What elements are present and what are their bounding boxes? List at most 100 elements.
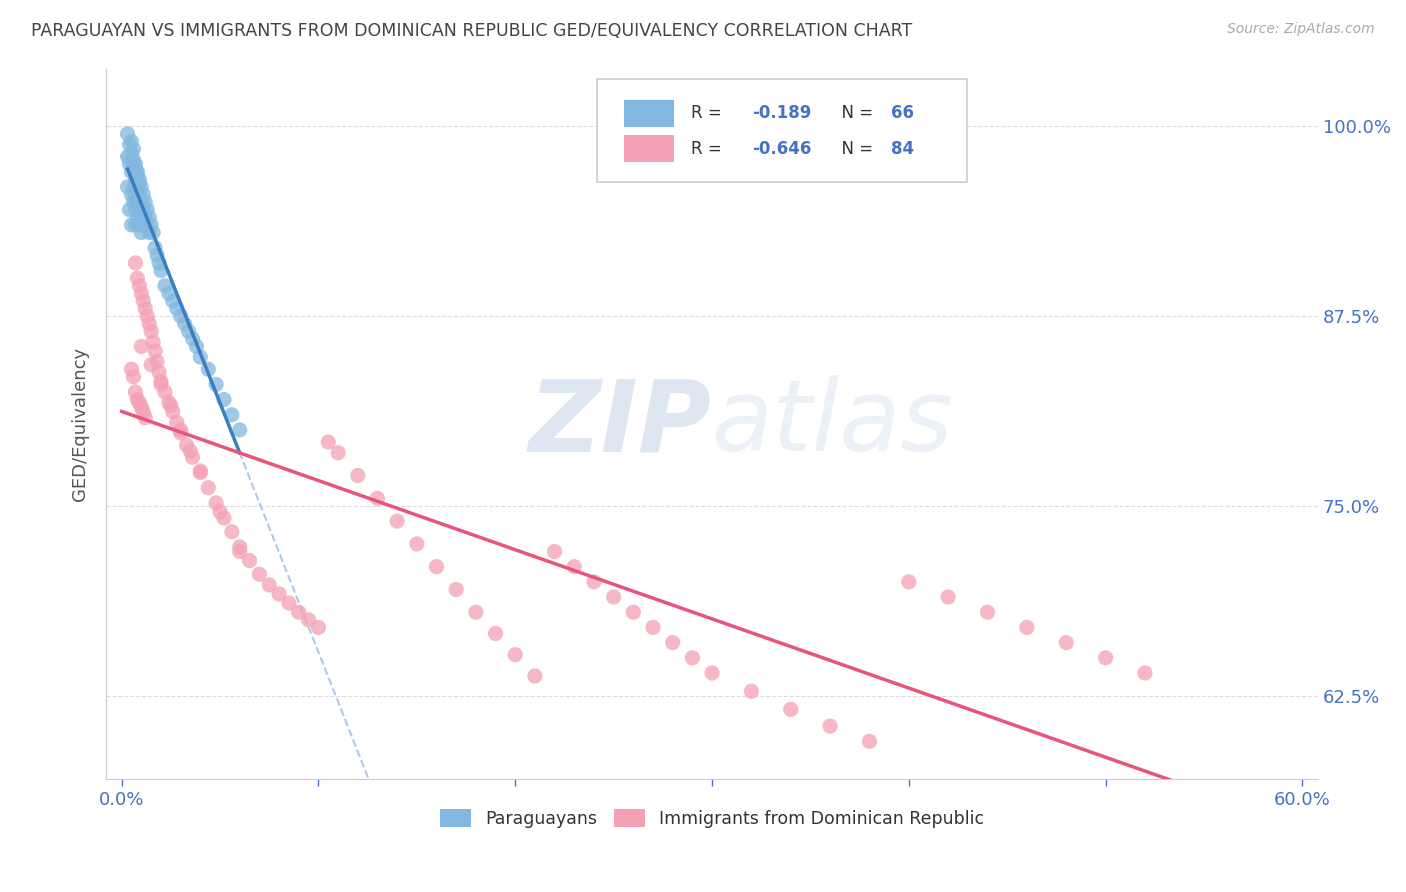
Point <box>212 511 235 525</box>
Point <box>166 416 188 430</box>
Point <box>134 410 156 425</box>
Point <box>277 596 299 610</box>
Point <box>131 180 153 194</box>
Point <box>150 377 173 392</box>
Point <box>124 172 146 186</box>
Point <box>124 218 146 232</box>
Y-axis label: GED/Equivalency: GED/Equivalency <box>72 347 89 501</box>
Point <box>128 395 150 409</box>
Point <box>148 256 170 270</box>
Text: atlas: atlas <box>711 376 953 473</box>
Point <box>166 301 188 316</box>
Point <box>127 195 149 210</box>
Point <box>150 263 173 277</box>
Point <box>122 195 145 210</box>
Legend: Paraguayans, Immigrants from Dominican Republic: Paraguayans, Immigrants from Dominican R… <box>433 802 991 835</box>
Point <box>484 626 506 640</box>
Point <box>297 613 319 627</box>
Point <box>150 375 173 389</box>
Point <box>1015 620 1038 634</box>
Point <box>425 559 447 574</box>
Point <box>307 620 329 634</box>
Point <box>136 309 159 323</box>
Point <box>238 553 260 567</box>
Point <box>121 146 143 161</box>
Point <box>127 180 149 194</box>
Point <box>124 202 146 217</box>
Text: R =: R = <box>692 104 727 122</box>
Point <box>127 392 149 407</box>
Text: PARAGUAYAN VS IMMIGRANTS FROM DOMINICAN REPUBLIC GED/EQUIVALENCY CORRELATION CHA: PARAGUAYAN VS IMMIGRANTS FROM DOMINICAN … <box>31 22 912 40</box>
Point <box>128 218 150 232</box>
Point <box>229 540 252 554</box>
Point <box>117 150 139 164</box>
Point <box>131 211 153 225</box>
Point <box>128 202 150 217</box>
Point <box>181 332 204 346</box>
Text: N =: N = <box>831 140 879 158</box>
Point <box>121 135 143 149</box>
Point <box>122 180 145 194</box>
Point <box>186 339 208 353</box>
Point <box>128 278 150 293</box>
Point <box>681 650 703 665</box>
Point <box>405 537 427 551</box>
Point <box>153 278 176 293</box>
Point <box>779 702 801 716</box>
Point <box>121 187 143 202</box>
Point <box>180 444 202 458</box>
FancyBboxPatch shape <box>623 100 675 127</box>
Point <box>385 514 408 528</box>
Point <box>118 157 141 171</box>
Point <box>170 425 193 440</box>
Point <box>740 684 762 698</box>
Point <box>444 582 467 597</box>
Point <box>229 423 252 437</box>
Point <box>190 464 212 478</box>
Point <box>127 168 149 182</box>
Point <box>134 301 156 316</box>
Point <box>117 127 139 141</box>
Point <box>621 605 644 619</box>
Point <box>121 218 143 232</box>
Point <box>124 256 146 270</box>
Point <box>503 648 526 662</box>
Point <box>122 153 145 167</box>
Point <box>221 524 243 539</box>
Point <box>641 620 664 634</box>
Text: 84: 84 <box>891 140 914 158</box>
Point <box>818 719 841 733</box>
Point <box>128 177 150 191</box>
Point <box>257 578 280 592</box>
Point <box>936 590 959 604</box>
Text: N =: N = <box>831 104 879 122</box>
Point <box>326 446 349 460</box>
Text: 66: 66 <box>891 104 914 122</box>
Text: -0.646: -0.646 <box>752 140 811 158</box>
Point <box>138 211 160 225</box>
FancyBboxPatch shape <box>623 136 675 162</box>
Point <box>131 400 153 414</box>
Point <box>562 559 585 574</box>
Point <box>146 248 169 262</box>
Point <box>267 587 290 601</box>
Text: R =: R = <box>692 140 727 158</box>
Point <box>131 286 153 301</box>
Point <box>121 362 143 376</box>
Point <box>118 202 141 217</box>
Point <box>146 354 169 368</box>
Point <box>1133 665 1156 680</box>
Point <box>142 226 165 240</box>
Point <box>205 377 228 392</box>
Point <box>346 468 368 483</box>
Point <box>141 358 163 372</box>
Point <box>1054 635 1077 649</box>
Point <box>153 384 176 399</box>
Point <box>1094 650 1116 665</box>
Text: -0.189: -0.189 <box>752 104 811 122</box>
Point <box>176 438 198 452</box>
Point <box>247 567 270 582</box>
Point <box>138 317 160 331</box>
Point <box>131 226 153 240</box>
Point <box>661 635 683 649</box>
